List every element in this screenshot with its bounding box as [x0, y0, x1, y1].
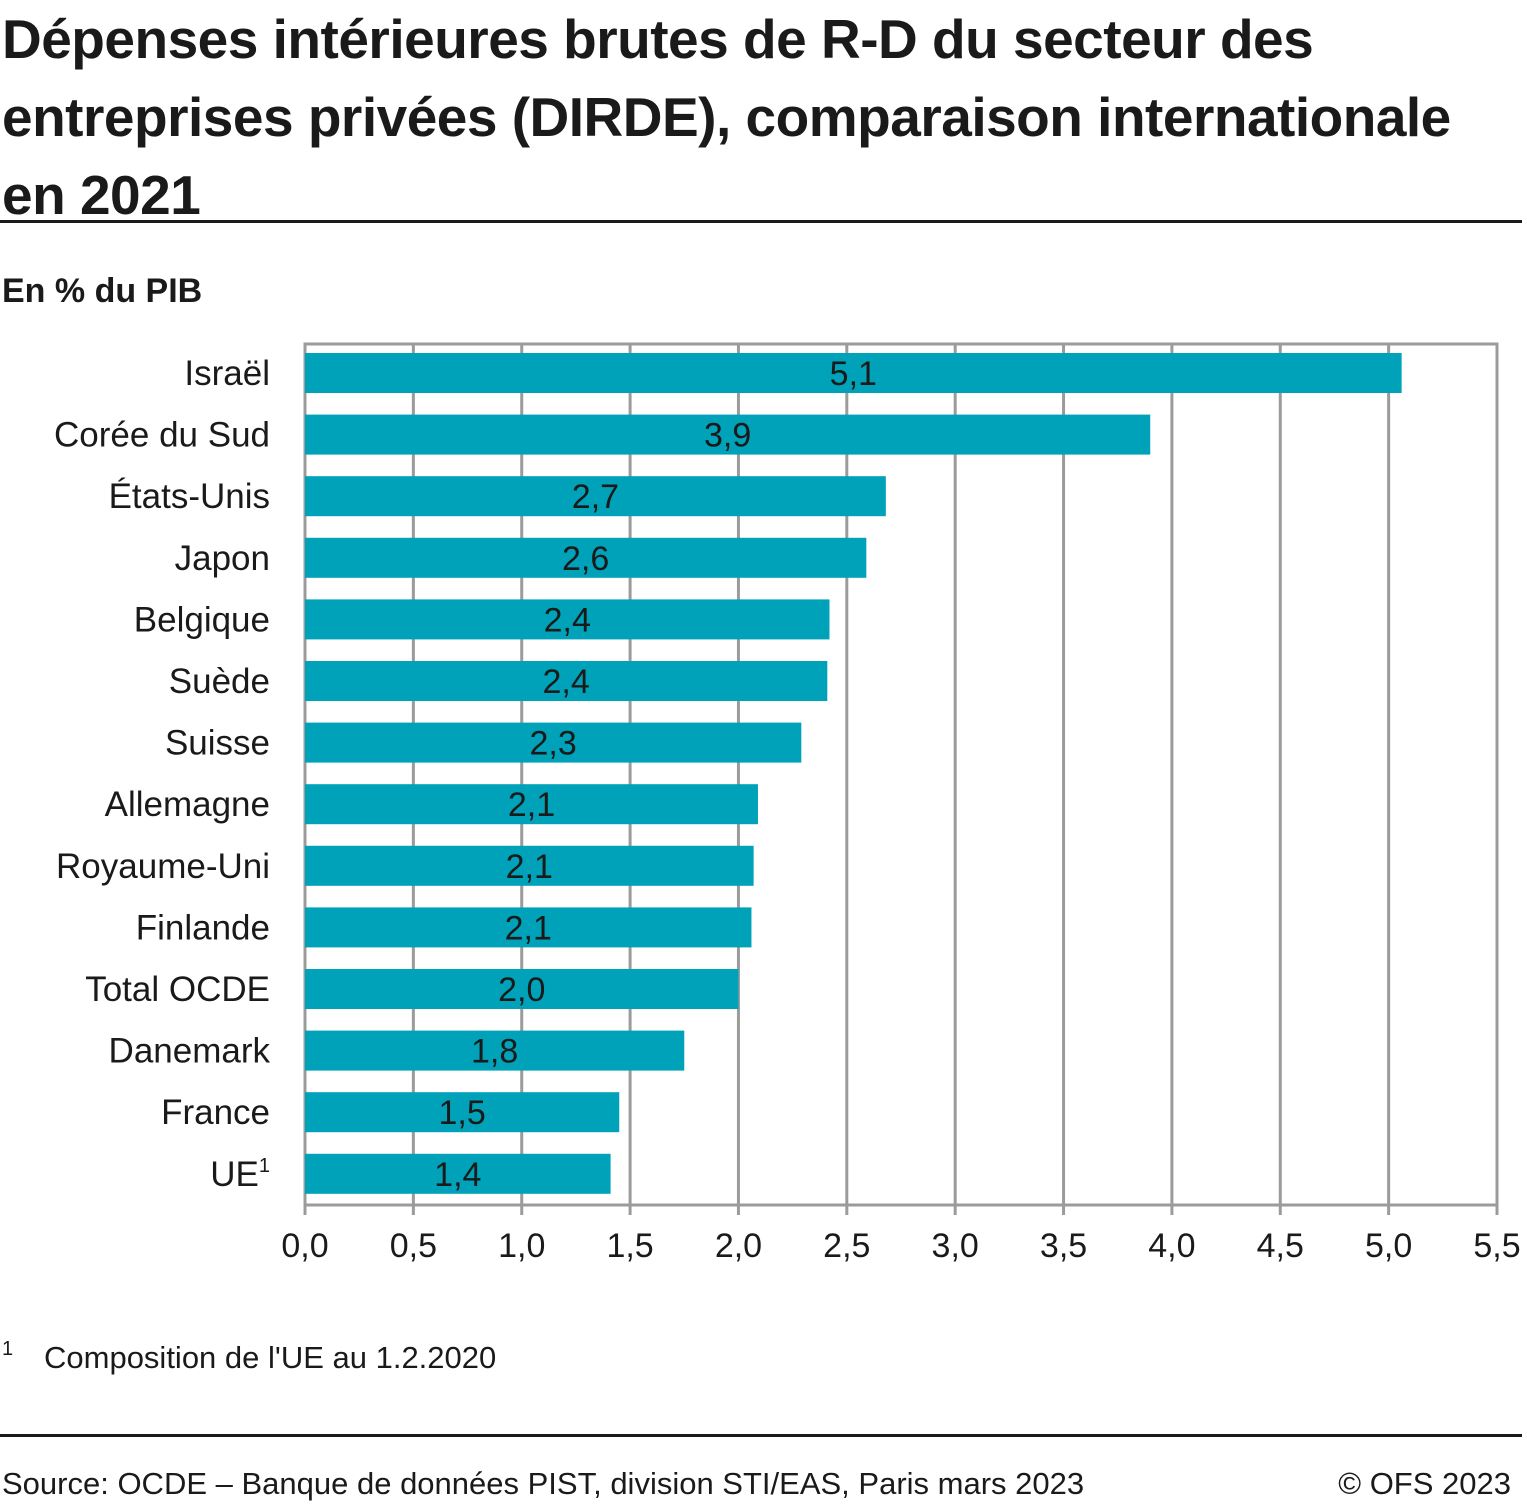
bar-data-label: 1,5 — [438, 1094, 485, 1132]
bar — [305, 353, 1402, 393]
bars-layer: 5,1 3,9 2,7 2,6 2,4 2,4 2,3 2,1 2,1 2,1 2,0 1,8 1,5 1… — [305, 353, 1402, 1194]
bar-data-label: 1,8 — [471, 1033, 518, 1071]
bar-data-label: 2,4 — [543, 663, 590, 701]
bar-data-label: 2,6 — [562, 540, 609, 578]
footnote-marker: 1 — [2, 1338, 14, 1360]
x-tick-label: 1,5 — [606, 1227, 653, 1265]
bar-data-label: 2,1 — [508, 786, 555, 824]
source-text: Source: OCDE – Banque de données PIST, d… — [2, 1466, 1085, 1501]
category-label: Japon — [175, 539, 270, 578]
bar — [305, 661, 828, 701]
bar — [305, 414, 1151, 455]
bar-data-label: 2,1 — [506, 848, 553, 886]
bar — [305, 476, 886, 517]
category-superscript: 1 — [259, 1155, 270, 1177]
grid-layer — [303, 342, 1499, 1215]
bar-data-label: 2,4 — [544, 601, 591, 639]
category-label: Israël — [184, 354, 270, 393]
bar-data-label: 3,9 — [704, 417, 751, 455]
chart-title: Dépenses intérieures brutes de R-D du se… — [2, 8, 1451, 226]
bar — [305, 722, 802, 763]
bar — [305, 1092, 620, 1133]
bar-data-label: 2,1 — [505, 909, 552, 947]
bar-data-label: 5,1 — [830, 355, 877, 393]
bar-data-label: 2,7 — [572, 478, 619, 516]
category-label: Corée du Sud — [54, 416, 270, 455]
x-tick-label: 3,5 — [1040, 1227, 1087, 1265]
bar — [305, 969, 739, 1009]
x-tick-label: 4,5 — [1257, 1227, 1304, 1265]
copyright-text: © OFS 2023 — [1338, 1466, 1511, 1501]
x-tick-label: 0,0 — [281, 1227, 328, 1265]
x-tick-labels: 0,0 0,5 1,0 1,5 2,0 2,5 3,0 3,5 4,0 4,5 5,0 5,5 — [281, 1227, 1520, 1265]
category-label: Suisse — [165, 724, 270, 763]
bar — [305, 1030, 685, 1071]
bar-data-label: 1,4 — [434, 1156, 481, 1194]
bar-data-label: 2,3 — [530, 725, 577, 763]
category-label: États-Unis — [109, 477, 270, 516]
x-tick-label: 2,5 — [823, 1227, 870, 1265]
source-rule — [0, 1434, 1522, 1437]
footnote: 1 Composition de l'UE au 1.2.2020 — [2, 1338, 496, 1376]
category-label: Allemagne — [105, 785, 270, 824]
x-tick-label: 5,5 — [1473, 1227, 1520, 1265]
category-label: Royaume-Uni — [56, 847, 270, 886]
bar-chart: 5,1 3,9 2,7 2,6 2,4 2,4 2,3 2,1 2,1 2,1 2,0 1,8 1,5 1… — [54, 342, 1521, 1265]
bar — [305, 845, 754, 886]
bar — [305, 599, 830, 640]
bar — [305, 1153, 611, 1194]
category-label: UE1 — [210, 1155, 270, 1194]
category-label: Total OCDE — [85, 970, 270, 1009]
x-tick-label: 2,0 — [715, 1227, 762, 1265]
x-tick-label: 0,5 — [390, 1227, 437, 1265]
x-tick-label: 1,0 — [498, 1227, 545, 1265]
category-label: Finlande — [136, 908, 270, 947]
bar-data-label: 2,0 — [498, 971, 545, 1009]
chart-subtitle: En % du PIB — [2, 272, 203, 310]
footnote-text: Composition de l'UE au 1.2.2020 — [44, 1340, 497, 1375]
category-label: France — [161, 1093, 270, 1132]
category-label: Danemark — [109, 1032, 271, 1071]
bar — [305, 907, 752, 948]
x-tick-label: 4,0 — [1148, 1227, 1195, 1265]
x-tick-label: 3,0 — [932, 1227, 979, 1265]
category-label: Belgique — [134, 600, 270, 639]
x-tick-label: 5,0 — [1365, 1227, 1412, 1265]
bar — [305, 537, 867, 578]
bar — [305, 784, 758, 825]
category-label: Suède — [169, 662, 270, 701]
title-rule — [0, 220, 1522, 223]
category-labels: Israël Corée du Sud États-Unis Japon Belgiqu… — [54, 354, 270, 1194]
